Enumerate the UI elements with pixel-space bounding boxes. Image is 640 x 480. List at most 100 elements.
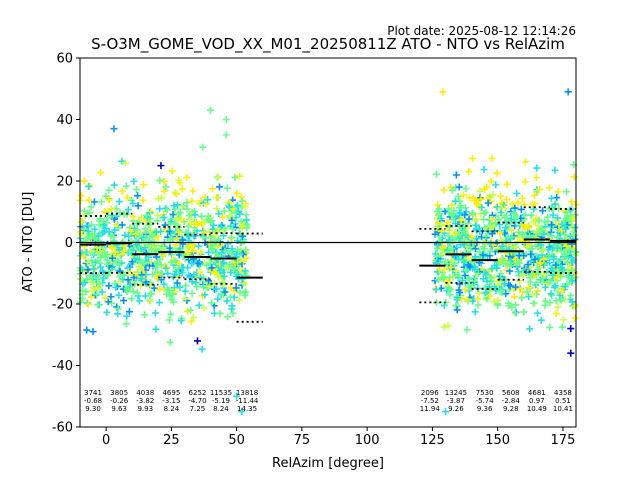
bin-count-label: 13818	[236, 389, 258, 397]
data-point	[526, 325, 534, 333]
data-point	[463, 326, 471, 334]
data-point	[124, 276, 132, 284]
data-point	[185, 212, 193, 220]
data-point	[541, 283, 549, 291]
data-point	[103, 308, 111, 316]
data-point	[84, 227, 92, 235]
data-point	[540, 230, 548, 238]
data-point	[517, 205, 525, 213]
data-point	[466, 283, 474, 291]
data-point	[568, 259, 576, 267]
data-point	[443, 260, 451, 268]
bin-std-label: 14.35	[237, 405, 257, 413]
data-point	[164, 269, 172, 277]
data-point	[146, 297, 154, 305]
data-point	[80, 225, 88, 233]
data-point	[104, 214, 112, 222]
data-point	[84, 266, 92, 274]
data-point	[196, 274, 204, 282]
data-point	[457, 202, 465, 210]
bin-count-label: 7530	[476, 389, 494, 397]
data-point	[534, 254, 542, 262]
bin-std-label: 8.24	[164, 405, 180, 413]
data-point	[105, 196, 113, 204]
data-point	[146, 282, 154, 290]
data-point	[225, 212, 233, 220]
data-point	[199, 219, 207, 227]
data-point	[455, 286, 463, 294]
data-point	[212, 285, 220, 293]
data-point	[468, 154, 476, 162]
data-point	[479, 275, 487, 283]
data-point	[481, 289, 489, 297]
data-point	[133, 226, 141, 234]
data-point	[77, 192, 85, 200]
data-point	[568, 298, 576, 306]
data-point	[456, 209, 464, 217]
data-point	[457, 216, 465, 224]
data-point	[83, 326, 91, 334]
data-point	[215, 210, 223, 218]
data-point	[437, 214, 445, 222]
data-point	[564, 88, 572, 96]
data-point	[193, 283, 201, 291]
data-point	[560, 316, 568, 324]
data-point	[447, 263, 455, 271]
data-point	[568, 198, 576, 206]
data-point	[566, 206, 574, 214]
data-point	[527, 250, 535, 258]
data-point	[152, 325, 160, 333]
data-point	[541, 297, 549, 305]
data-point	[214, 173, 222, 181]
data-point	[220, 260, 228, 268]
data-point	[214, 243, 222, 251]
bin-mean-label: 0.51	[555, 397, 571, 405]
data-point	[89, 328, 97, 336]
data-point	[520, 308, 528, 316]
data-point	[471, 245, 479, 253]
data-point	[141, 292, 149, 300]
data-point	[233, 250, 241, 258]
data-point	[479, 251, 487, 259]
data-point	[118, 221, 126, 229]
data-point	[529, 291, 537, 299]
data-point	[188, 278, 196, 286]
data-point	[486, 292, 494, 300]
data-point	[446, 291, 454, 299]
data-point	[233, 392, 241, 400]
data-point	[216, 183, 224, 191]
data-point	[499, 257, 507, 265]
data-point	[220, 272, 228, 280]
data-point	[524, 221, 532, 229]
data-point	[478, 203, 486, 211]
data-point	[114, 305, 122, 313]
data-point	[153, 259, 161, 267]
data-point	[94, 257, 102, 265]
data-point	[470, 238, 478, 246]
y-axis: -60 -40 -20 0 20 40 60	[52, 52, 80, 436]
data-point	[122, 320, 130, 328]
data-point	[160, 177, 168, 185]
data-point	[228, 216, 236, 224]
data-point	[558, 323, 566, 331]
data-point	[95, 232, 103, 240]
data-point	[435, 265, 443, 273]
data-point	[502, 290, 510, 298]
bin-mean-label: -4.70	[188, 397, 206, 405]
data-point	[455, 183, 463, 191]
data-point	[129, 200, 137, 208]
data-point	[554, 214, 562, 222]
data-point	[204, 196, 212, 204]
data-point	[484, 199, 492, 207]
data-point	[456, 280, 463, 288]
data-point	[432, 170, 440, 178]
data-point	[115, 291, 123, 299]
bin-std-label: 10.41	[553, 405, 573, 413]
data-point	[81, 279, 89, 287]
data-point	[562, 225, 570, 233]
data-point	[141, 311, 149, 319]
data-point	[502, 224, 510, 232]
data-point	[511, 214, 519, 222]
data-point	[129, 288, 137, 296]
data-point	[439, 244, 447, 252]
